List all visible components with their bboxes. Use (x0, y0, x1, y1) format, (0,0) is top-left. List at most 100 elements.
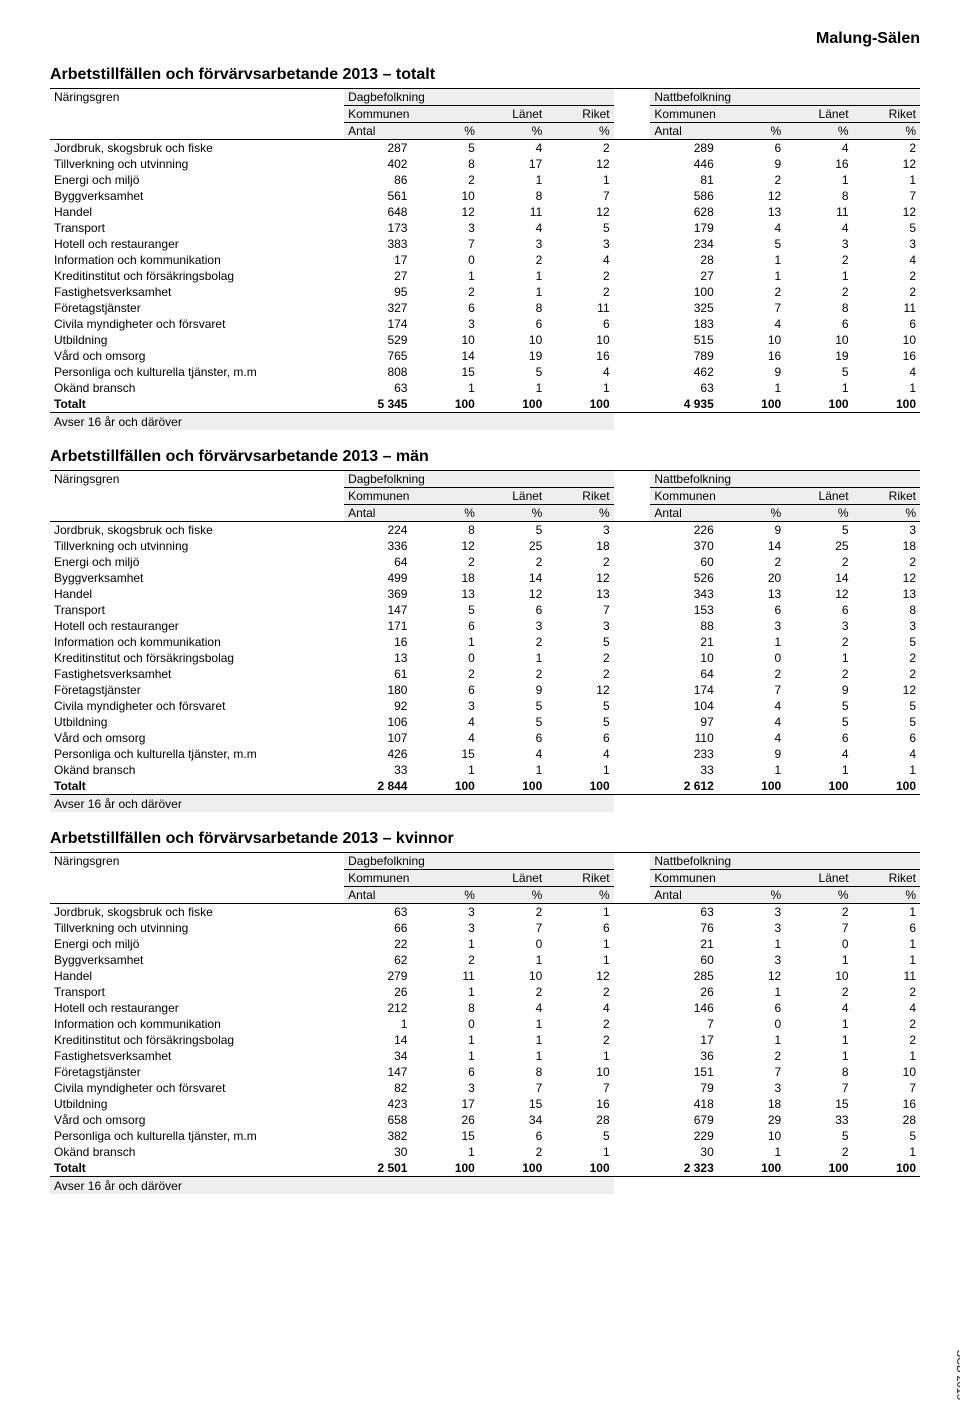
cell: 11 (546, 300, 613, 316)
cell: 16 (546, 1096, 613, 1112)
cell: 418 (650, 1096, 717, 1112)
cell: 1 (479, 1048, 546, 1064)
cell: 1 (546, 952, 613, 968)
cell: 5 (411, 602, 478, 618)
cell: 12 (853, 682, 920, 698)
table-row: Transport147567153668 (50, 602, 920, 618)
row-label: Fastighetsverksamhet (50, 666, 344, 682)
cell: 6 (411, 618, 478, 634)
cell: 10 (785, 332, 852, 348)
cell: 16 (785, 156, 852, 172)
cell: 60 (650, 952, 717, 968)
cell: 4 (853, 1000, 920, 1016)
table-row: Hotell och restauranger212844146644 (50, 1000, 920, 1016)
cell: 5 (546, 698, 613, 714)
cell: 586 (650, 188, 717, 204)
cell: 2 (785, 252, 852, 268)
cell: 6 (785, 316, 852, 332)
cell: 18 (411, 570, 478, 586)
footnote: Avser 16 år och däröver (50, 1177, 344, 1195)
cell: 2 (785, 284, 852, 300)
cell: 92 (344, 698, 411, 714)
col-pct: % (546, 123, 613, 140)
cell: 2 (546, 140, 613, 157)
cell: 100 (546, 396, 613, 413)
cell: 5 (853, 220, 920, 236)
cell: 63 (344, 380, 411, 396)
cell: 26 (650, 984, 717, 1000)
cell: 28 (546, 1112, 613, 1128)
cell: 8 (785, 300, 852, 316)
cell: 63 (650, 904, 717, 921)
tables-container: Arbetstillfällen och förvärvsarbetande 2… (50, 66, 920, 1194)
col-lanet: Länet (479, 870, 546, 887)
cell: 2 (411, 952, 478, 968)
row-label: Totalt (50, 1160, 344, 1177)
row-label: Information och kommunikation (50, 252, 344, 268)
cell: 100 (785, 778, 852, 795)
cell: 4 (853, 252, 920, 268)
row-label: Byggverksamhet (50, 188, 344, 204)
cell: 1 (718, 984, 785, 1000)
table-row: Information och kommunikation1702428124 (50, 252, 920, 268)
cell: 3 (785, 236, 852, 252)
cell: 14 (785, 570, 852, 586)
cell: 7 (479, 1080, 546, 1096)
cell: 499 (344, 570, 411, 586)
cell: 5 (853, 698, 920, 714)
table-row: Tillverkning och utvinning33612251837014… (50, 538, 920, 554)
cell: 4 (546, 1000, 613, 1016)
cell: 3 (411, 698, 478, 714)
row-label: Fastighetsverksamhet (50, 1048, 344, 1064)
cell: 212 (344, 1000, 411, 1016)
cell: 4 (785, 220, 852, 236)
cell: 6 (411, 682, 478, 698)
cell: 61 (344, 666, 411, 682)
cell: 1 (718, 252, 785, 268)
table-row: Okänd bransch6311163111 (50, 380, 920, 396)
cell: 6 (479, 316, 546, 332)
table-row: Personliga och kulturella tjänster, m.m8… (50, 364, 920, 380)
cell: 7 (853, 188, 920, 204)
cell: 63 (344, 904, 411, 921)
cell: 462 (650, 364, 717, 380)
cell: 100 (411, 396, 478, 413)
cell: 1 (718, 936, 785, 952)
cell: 2 (785, 984, 852, 1000)
cell: 27 (650, 268, 717, 284)
cell: 1 (785, 952, 852, 968)
cell: 6 (853, 316, 920, 332)
cell: 6 (479, 602, 546, 618)
table-row: Fastighetsverksamhet3411136211 (50, 1048, 920, 1064)
cell: 3 (853, 236, 920, 252)
cell: 10 (718, 332, 785, 348)
cell: 28 (853, 1112, 920, 1128)
row-label: Totalt (50, 778, 344, 795)
cell: 336 (344, 538, 411, 554)
table-row: Handel279111012285121011 (50, 968, 920, 984)
cell: 106 (344, 714, 411, 730)
cell: 4 (479, 746, 546, 762)
cell: 2 (546, 666, 613, 682)
cell: 229 (650, 1128, 717, 1144)
cell: 100 (479, 1160, 546, 1177)
cell: 226 (650, 522, 717, 539)
cell: 33 (785, 1112, 852, 1128)
footnote: Avser 16 år och däröver (50, 795, 344, 813)
col-kommunen: Kommunen (344, 870, 479, 887)
row-label: Transport (50, 984, 344, 1000)
col-dag: Dagbefolkning (344, 471, 614, 488)
cell: 1 (479, 1016, 546, 1032)
table-row: Totalt2 5011001001002 323100100100 (50, 1160, 920, 1177)
cell: 343 (650, 586, 717, 602)
data-table: NäringsgrenDagbefolkningNattbefolkningKo… (50, 470, 920, 812)
cell: 4 (546, 364, 613, 380)
cell: 18 (718, 1096, 785, 1112)
cell: 62 (344, 952, 411, 968)
cell: 1 (411, 1144, 478, 1160)
cell: 5 345 (344, 396, 411, 413)
row-label: Kreditinstitut och försäkringsbolag (50, 1032, 344, 1048)
cell: 10 (718, 1128, 785, 1144)
row-label: Hotell och restauranger (50, 236, 344, 252)
cell: 1 (785, 172, 852, 188)
